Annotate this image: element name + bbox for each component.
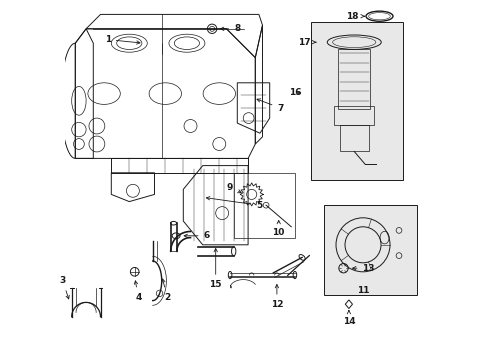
- Text: 17: 17: [297, 38, 315, 47]
- Bar: [334, 105, 373, 125]
- Text: 3: 3: [60, 276, 69, 299]
- Text: 11: 11: [356, 287, 368, 295]
- Bar: [233, 173, 294, 238]
- Bar: [337, 49, 370, 109]
- Text: 10: 10: [272, 221, 285, 237]
- Bar: [323, 205, 416, 295]
- Bar: [339, 125, 368, 152]
- Text: 6: 6: [184, 231, 209, 240]
- Text: 16: 16: [288, 89, 301, 98]
- Text: 8: 8: [220, 24, 240, 33]
- Text: 5: 5: [206, 197, 262, 210]
- Text: 1: 1: [104, 35, 140, 44]
- Text: 4: 4: [134, 281, 141, 302]
- Bar: [310, 22, 402, 180]
- Text: 14: 14: [342, 310, 354, 325]
- Text: 15: 15: [209, 248, 222, 289]
- Text: 2: 2: [162, 279, 170, 302]
- Text: 18: 18: [346, 12, 364, 21]
- Text: 9: 9: [226, 183, 241, 193]
- Text: 12: 12: [270, 284, 283, 309]
- Text: 13: 13: [352, 264, 374, 273]
- Text: 7: 7: [257, 99, 283, 113]
